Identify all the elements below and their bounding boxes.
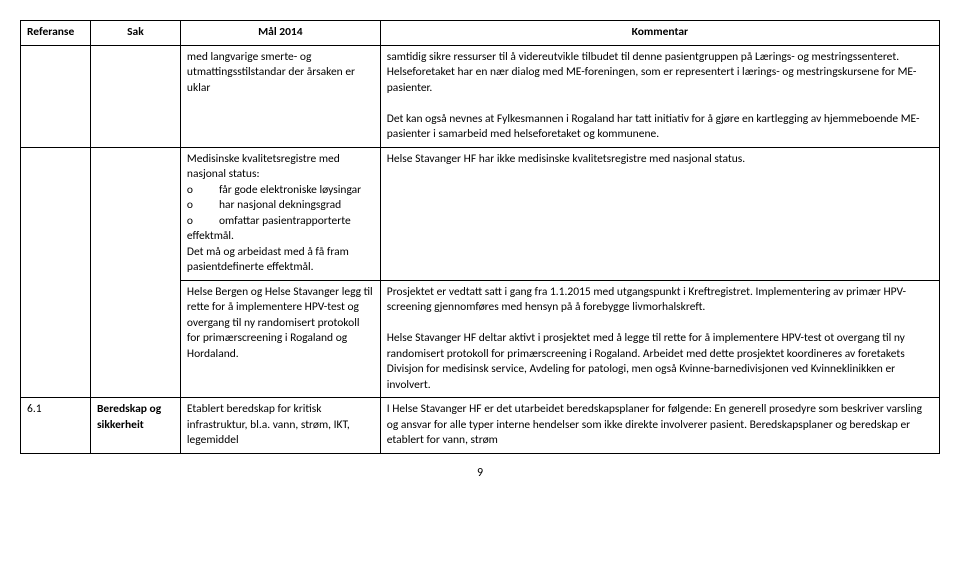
text-line: Medisinske kvalitetsregistre med nasjona… xyxy=(187,152,374,183)
table-row: med langvarige smerte- og utmattingsstil… xyxy=(21,45,940,147)
cell-mal: Helse Bergen og Helse Stavanger legg til… xyxy=(180,280,380,398)
cell-ref xyxy=(21,147,91,280)
cell-kom: Helse Stavanger HF har ikke medisinske k… xyxy=(380,147,939,280)
cell-sak: Beredskap og sikkerheit xyxy=(90,398,180,454)
cell-kom: samtidig sikre ressurser til å videreutv… xyxy=(380,45,939,147)
text-line: Det må og arbeidast med å få fram pasien… xyxy=(187,245,374,276)
cell-mal: med langvarige smerte- og utmattingsstil… xyxy=(180,45,380,147)
cell-kom: I Helse Stavanger HF er det utarbeidet b… xyxy=(380,398,939,454)
cell-ref xyxy=(21,45,91,147)
paragraph: Helse Stavanger HF deltar aktivt i prosj… xyxy=(387,331,933,393)
cell-ref xyxy=(21,280,91,398)
table-row: 6.1 Beredskap og sikkerheit Etablert ber… xyxy=(21,398,940,454)
paragraph: Det kan også nevnes at Fylkesmannen i Ro… xyxy=(387,112,933,143)
paragraph: samtidig sikre ressurser til å videreutv… xyxy=(387,50,933,97)
cell-sak xyxy=(90,280,180,398)
document-table: Referanse Sak Mål 2014 Kommentar med lan… xyxy=(20,20,940,454)
option-list: o får gode elektroniske løysingar o har … xyxy=(187,183,374,245)
header-referanse: Referanse xyxy=(21,21,91,46)
cell-ref: 6.1 xyxy=(21,398,91,454)
list-item: o får gode elektroniske løysingar xyxy=(187,183,374,199)
cell-sak xyxy=(90,147,180,280)
table-header: Referanse Sak Mål 2014 Kommentar xyxy=(21,21,940,46)
page-number: 9 xyxy=(20,466,940,480)
header-sak: Sak xyxy=(90,21,180,46)
cell-mal: Etablert beredskap for kritisk infrastru… xyxy=(180,398,380,454)
cell-kom: Prosjektet er vedtatt satt i gang fra 1.… xyxy=(380,280,939,398)
paragraph: Prosjektet er vedtatt satt i gang fra 1.… xyxy=(387,285,933,316)
header-mal: Mål 2014 xyxy=(180,21,380,46)
header-kommentar: Kommentar xyxy=(380,21,939,46)
cell-mal: Medisinske kvalitetsregistre med nasjona… xyxy=(180,147,380,280)
cell-sak xyxy=(90,45,180,147)
list-item: o har nasjonal dekningsgrad xyxy=(187,198,374,214)
table-row: Helse Bergen og Helse Stavanger legg til… xyxy=(21,280,940,398)
table-row: Medisinske kvalitetsregistre med nasjona… xyxy=(21,147,940,280)
list-item: o omfattar pasientrapporterte effektmål. xyxy=(187,214,374,245)
